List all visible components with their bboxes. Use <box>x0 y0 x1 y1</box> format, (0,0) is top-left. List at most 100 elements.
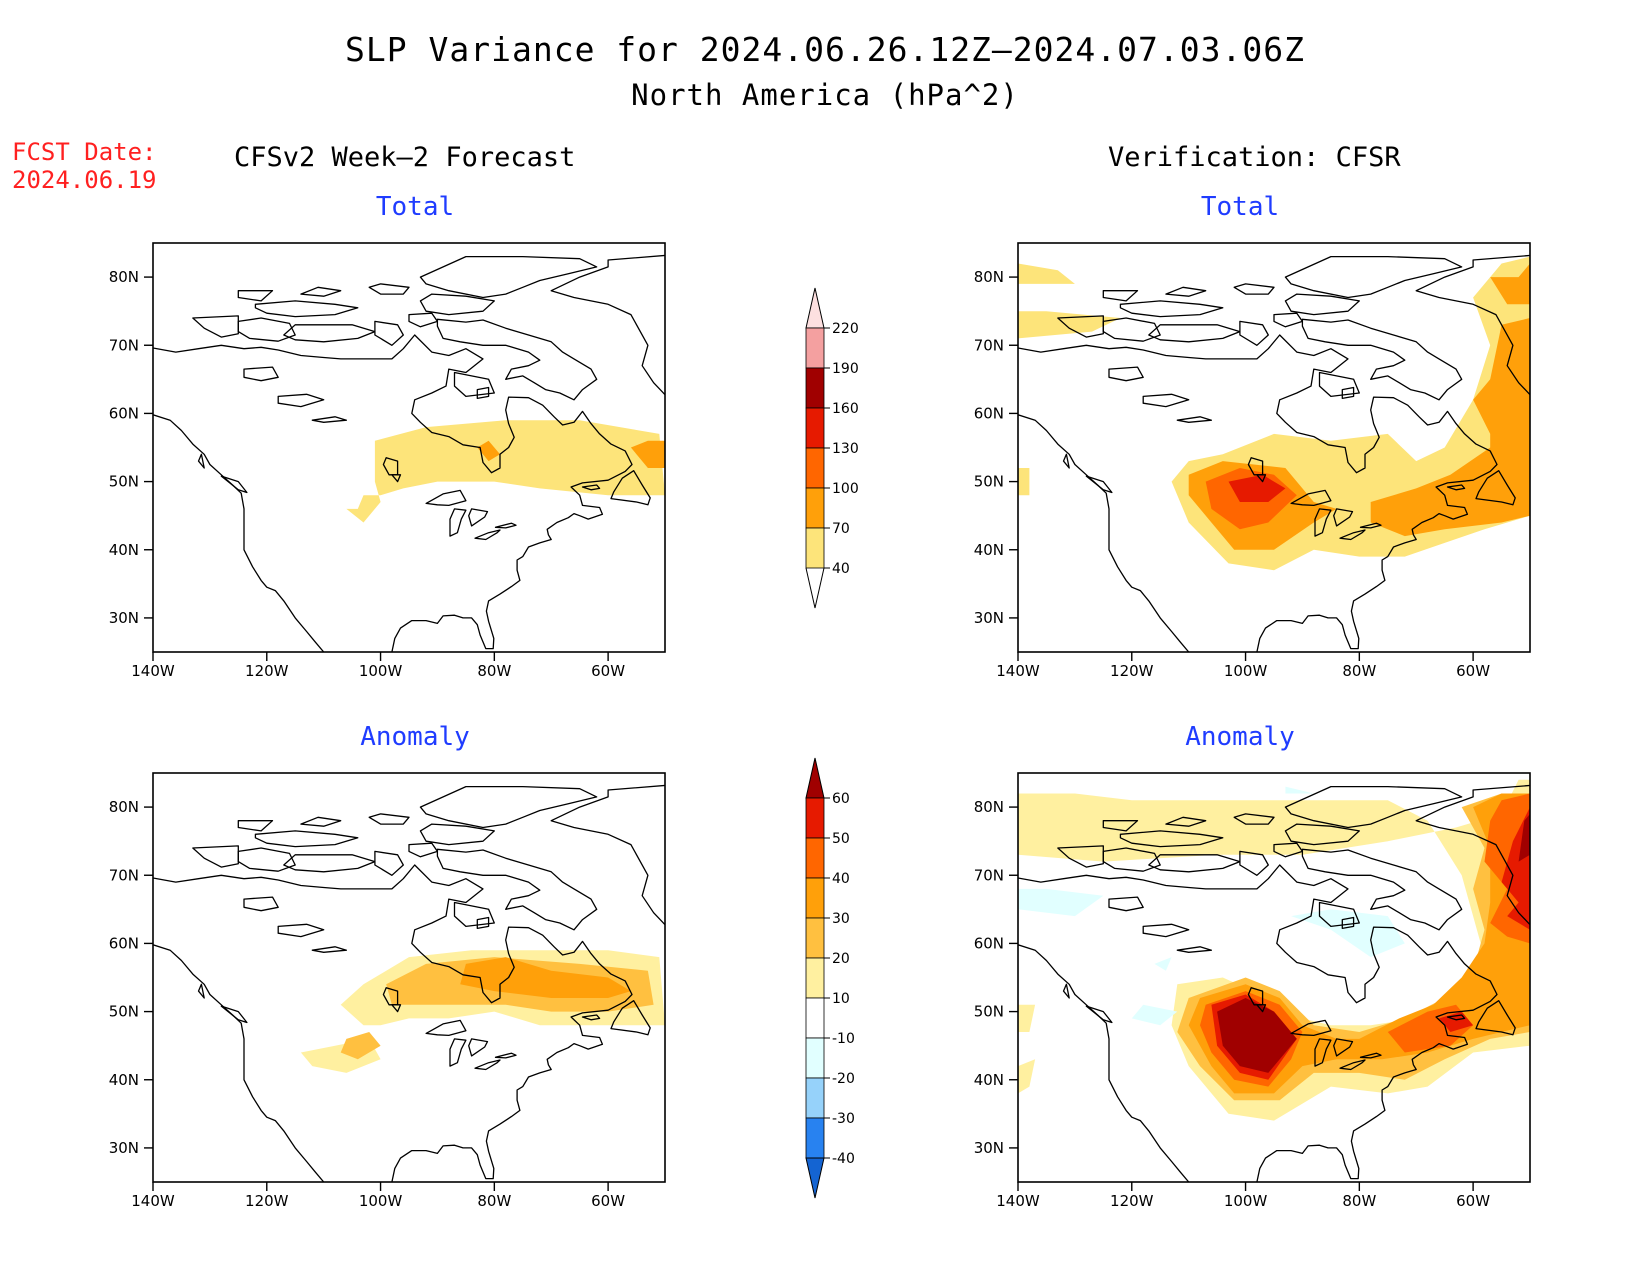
colorbar-label: 100 <box>832 481 859 497</box>
coastline <box>153 414 325 652</box>
island-coastline <box>550 784 665 926</box>
lake-outline <box>391 474 402 483</box>
lat-tick-label: 40N <box>974 541 1004 559</box>
shaded-area <box>1228 474 1286 502</box>
lake-outline <box>277 923 325 938</box>
fcst-date-value: 2024.06.19 <box>12 166 157 194</box>
island-coastline <box>419 293 495 316</box>
island-coastline <box>1119 830 1224 848</box>
lat-tick-label: 30N <box>974 1139 1004 1157</box>
island-coastline <box>1085 475 1113 494</box>
colorbar-cap-bottom <box>805 1157 825 1199</box>
colorbar-label: 10 <box>832 991 850 1007</box>
island-coastline <box>237 290 274 302</box>
island-coastline <box>1165 286 1207 297</box>
map-frame <box>152 242 666 653</box>
colorbar-label: 50 <box>832 831 850 847</box>
island-coastline <box>1475 1000 1516 1036</box>
island-coastline <box>436 318 598 401</box>
island-coastline <box>1301 848 1463 931</box>
island-coastline <box>368 813 410 825</box>
island-coastline <box>1148 324 1241 343</box>
lat-tick-label: 80N <box>974 798 1004 816</box>
verification-column-title: Verification: CFSR <box>1108 142 1401 173</box>
shaded-area <box>1490 263 1530 305</box>
lat-tick-label: 30N <box>974 609 1004 627</box>
lake-outline <box>494 522 517 529</box>
lat-tick-label: 70N <box>974 866 1004 884</box>
island-coastline <box>192 315 239 338</box>
colorbar-box <box>805 1077 825 1119</box>
colorbar-label: 160 <box>832 401 859 417</box>
lat-tick-label: 40N <box>109 541 139 559</box>
forecast-column-title: CFSv2 Week–2 Forecast <box>234 142 576 173</box>
lat-tick-label: 70N <box>974 336 1004 354</box>
colorbar-label: 190 <box>832 361 859 377</box>
lat-tick-label: 60N <box>974 934 1004 952</box>
lake-outline <box>468 1038 489 1057</box>
shaded-area <box>1285 786 1314 794</box>
lake-outline <box>474 529 501 541</box>
lake-outline <box>1108 366 1144 382</box>
colorbar-label: 60 <box>832 791 850 807</box>
lon-tick-label: 140W <box>996 1192 1040 1210</box>
island-coastline <box>1475 470 1516 506</box>
lake-outline <box>243 896 279 912</box>
lake-outline <box>494 1052 517 1059</box>
lon-tick-label: 140W <box>996 662 1040 680</box>
island-coastline <box>1415 784 1530 926</box>
island-coastline <box>283 324 376 343</box>
colorbar-cap-top <box>805 757 825 799</box>
shaded-area <box>630 440 665 468</box>
lat-tick-label: 40N <box>109 1071 139 1089</box>
island-coastline <box>408 842 439 858</box>
island-coastline <box>220 1005 248 1024</box>
colorbar-box <box>805 327 825 369</box>
island-coastline <box>1165 816 1207 827</box>
lon-tick-label: 120W <box>1110 662 1154 680</box>
colorbar-box <box>805 997 825 1039</box>
island-coastline <box>476 916 490 930</box>
island-coastline <box>237 820 274 832</box>
island-coastline <box>1239 320 1269 346</box>
island-coastline <box>610 470 651 506</box>
colorbar-box <box>805 527 825 569</box>
lat-tick-label: 80N <box>109 798 139 816</box>
island-coastline <box>419 255 598 299</box>
lat-tick-label: 70N <box>109 866 139 884</box>
colorbar-label: 40 <box>832 871 850 887</box>
lon-tick-label: 60W <box>591 662 625 680</box>
island-coastline <box>1341 916 1355 930</box>
lake-outline <box>449 1038 467 1067</box>
lake-outline <box>311 946 348 953</box>
island-coastline <box>374 850 404 876</box>
island-coastline <box>283 854 376 873</box>
shaded-area <box>1131 1004 1178 1026</box>
island-coastline <box>581 1014 601 1021</box>
lon-tick-label: 80W <box>477 1192 511 1210</box>
colorbar-label: 130 <box>832 441 859 457</box>
anomaly-colorbar: -40 -30 -20 -10 10 20 30 40 50 60 <box>805 757 855 1199</box>
island-coastline <box>300 816 342 827</box>
lake-outline <box>425 489 467 507</box>
lake-outline <box>1339 529 1366 541</box>
island-coastline <box>1284 823 1360 846</box>
coastline <box>153 864 633 1182</box>
lon-tick-label: 100W <box>359 662 403 680</box>
lat-tick-label: 50N <box>109 1003 139 1021</box>
coastline <box>153 334 633 652</box>
coastline <box>1018 944 1190 1182</box>
island-coastline <box>1284 255 1463 299</box>
colorbar-box <box>805 837 825 879</box>
lon-tick-label: 120W <box>1110 1192 1154 1210</box>
forecast-total-title: Total <box>375 192 455 222</box>
shaded-area <box>340 1032 381 1060</box>
island-coastline <box>1102 847 1161 872</box>
lon-tick-label: 140W <box>131 662 175 680</box>
fcst-date: FCST Date: 2024.06.19 <box>12 138 157 194</box>
island-coastline <box>197 453 205 469</box>
lon-tick-label: 60W <box>1456 662 1490 680</box>
colorbar-box <box>805 447 825 489</box>
lake-outline <box>1314 1038 1332 1067</box>
island-coastline <box>1233 283 1275 295</box>
